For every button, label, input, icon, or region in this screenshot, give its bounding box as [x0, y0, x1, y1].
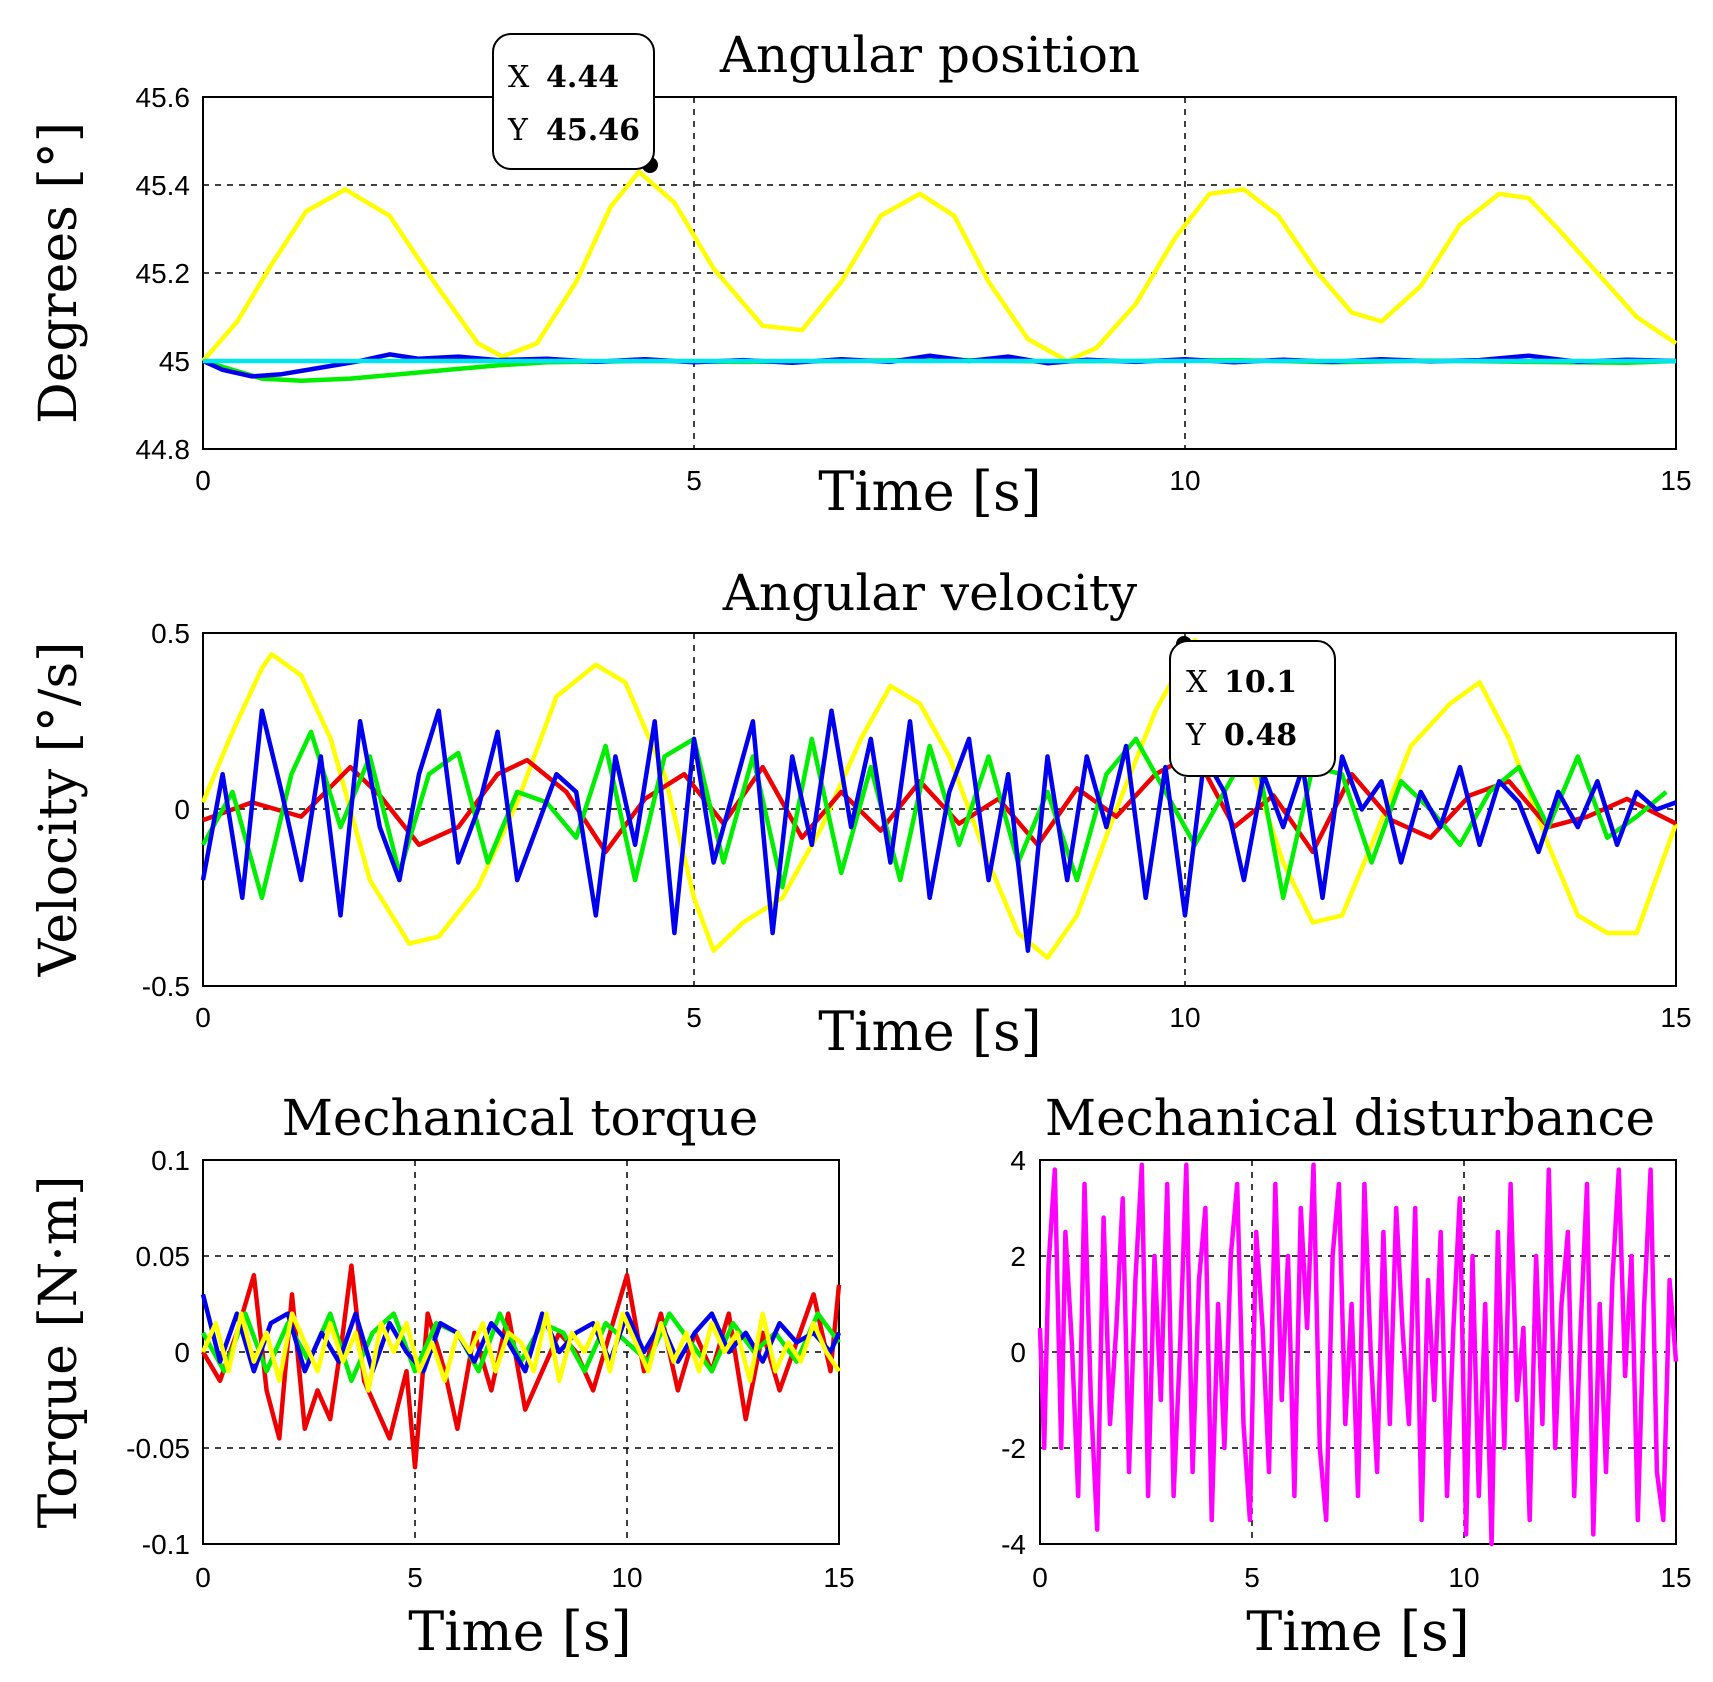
y-tick-label: -4 [1001, 1529, 1026, 1560]
x-tick-label: 5 [407, 1562, 423, 1593]
data-tip-y-label: Y [507, 113, 529, 148]
y-tick-label: 0 [1010, 1337, 1026, 1368]
y-tick-label: 0 [174, 794, 190, 825]
y-tick-label: 45.6 [136, 82, 191, 113]
x-tick-label: 10 [1448, 1562, 1479, 1593]
x-tick-label: 5 [686, 465, 702, 496]
series-line-red [202, 750, 1678, 855]
y-tick-label: 0.5 [151, 618, 190, 649]
x-tick-label: 10 [1169, 1002, 1200, 1033]
series-group [201, 169, 1678, 384]
data-tip-x-value: 4.44 [546, 60, 619, 95]
chart-mechanical-disturbance: Mechanical disturbance -4 -2 0 2 4 0 5 1… [1001, 1089, 1691, 1663]
series-group [200, 1263, 842, 1470]
y-tick-label: -0.1 [142, 1529, 190, 1560]
x-tick-label: 5 [686, 1002, 702, 1033]
x-tick-label: 0 [1032, 1562, 1048, 1593]
x-tick-label: 15 [1660, 1002, 1691, 1033]
x-tick-label: 10 [611, 1562, 642, 1593]
y-axis-label: Torque [N·m] [29, 1176, 89, 1529]
chart-title: Angular velocity [722, 564, 1138, 622]
y-tick-label: 0.05 [136, 1241, 191, 1272]
series-line-blue [200, 708, 1677, 953]
chart-angular-velocity: Angular velocity -0.5 0 0.5 0 5 10 15 Ti… [29, 564, 1692, 1063]
chart-title: Angular position [719, 26, 1140, 84]
data-tip[interactable]: X 4.44 Y 45.46 [492, 33, 658, 173]
data-tip-y-value: 45.46 [546, 113, 640, 148]
y-tick-label: 45.4 [136, 170, 191, 201]
y-tick-label: 4 [1010, 1145, 1026, 1176]
y-tick-label: 2 [1010, 1241, 1026, 1272]
data-tip-box [492, 33, 655, 170]
y-tick-label: 45.2 [136, 258, 191, 289]
series-line-yellow [200, 1311, 841, 1393]
series-group [200, 637, 1679, 961]
series-line-yellow [201, 169, 1678, 364]
y-tick-label: 44.8 [136, 434, 191, 465]
series-line-yellow [200, 637, 1679, 961]
x-axis-label: Time [s] [818, 460, 1041, 523]
chart-angular-position: Angular position 44.8 45 45.2 45.4 45.6 … [29, 26, 1692, 523]
y-tick-label: -0.5 [142, 971, 190, 1002]
x-tick-label: 5 [1244, 1562, 1260, 1593]
chart-title: Mechanical disturbance [1045, 1089, 1655, 1147]
x-axis-label: Time [s] [818, 1000, 1041, 1063]
x-tick-label: 10 [1169, 465, 1200, 496]
y-tick-label: 0 [174, 1337, 190, 1368]
x-tick-label: 15 [1660, 1562, 1691, 1593]
data-tip-x-label: X [508, 60, 530, 95]
series-line-magenta [1037, 1162, 1679, 1547]
y-tick-label: -0.05 [126, 1433, 190, 1464]
x-tick-label: 0 [195, 1002, 211, 1033]
data-tip-box [1169, 640, 1336, 777]
series-group [1037, 1162, 1679, 1547]
data-tip[interactable]: X 10.1 Y 0.48 [1169, 636, 1336, 777]
x-tick-label: 15 [1660, 465, 1691, 496]
chart-title: Mechanical torque [282, 1089, 759, 1147]
data-tip-y-value: 0.48 [1224, 718, 1297, 753]
y-tick-label: 45 [159, 346, 190, 377]
x-tick-label: 0 [195, 465, 211, 496]
y-axis-label: Degrees [°] [29, 122, 89, 424]
y-tick-label: 0.1 [151, 1145, 190, 1176]
series-line-red [201, 1263, 842, 1470]
x-axis-label: Time [s] [1246, 1600, 1469, 1663]
data-tip-y-label: Y [1185, 718, 1207, 753]
y-axis-label: Velocity [°/s] [29, 642, 89, 978]
x-axis-label: Time [s] [408, 1600, 631, 1663]
data-tip-x-label: X [1186, 665, 1208, 700]
chart-mechanical-torque: Mechanical torque -0.1 -0.05 0 0.05 0.1 … [29, 1089, 855, 1663]
y-tick-label: -2 [1001, 1433, 1026, 1464]
x-tick-label: 0 [195, 1562, 211, 1593]
data-tip-x-value: 10.1 [1224, 665, 1297, 700]
x-tick-label: 15 [823, 1562, 854, 1593]
